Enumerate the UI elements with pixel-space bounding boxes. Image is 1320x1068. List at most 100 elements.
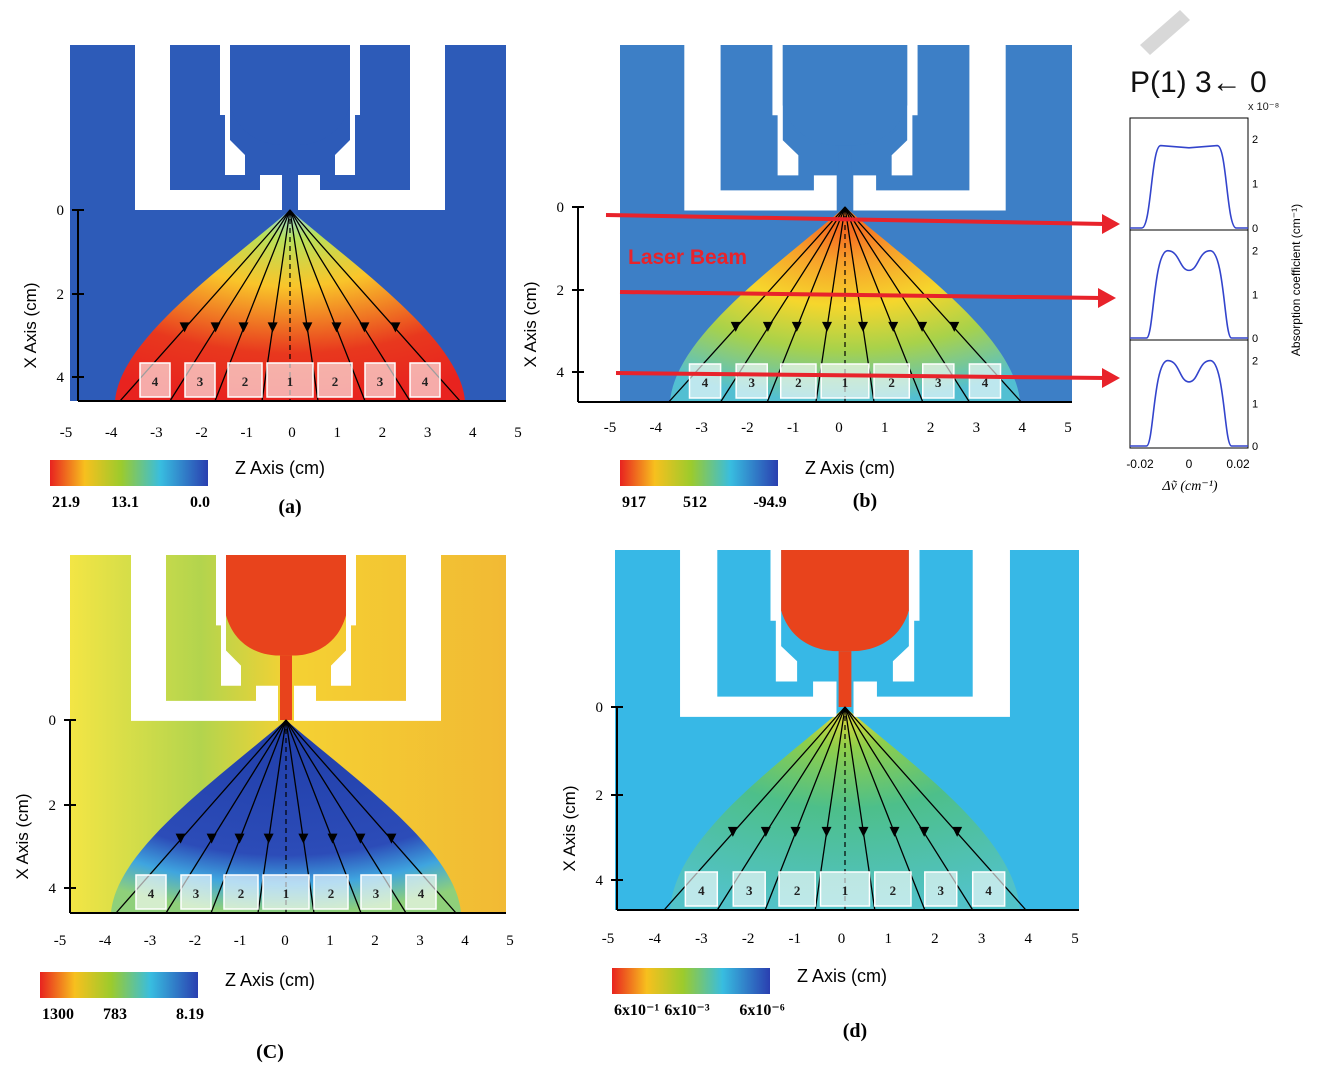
spectrum-y-tick: 1 <box>1252 289 1258 301</box>
panel-label: (d) <box>843 1020 867 1042</box>
x-tick-label: -4 <box>650 420 663 436</box>
x-axis-label: Z Axis (cm) <box>225 970 315 990</box>
cell-label: 2 <box>890 883 897 898</box>
cell-label: 1 <box>287 374 294 389</box>
x-tick-label: 3 <box>978 931 986 947</box>
cell-label: 4 <box>152 374 159 389</box>
cell-label: 3 <box>197 374 204 389</box>
cell-1: 3 <box>185 363 215 397</box>
y-axis-label: X Axis (cm) <box>560 786 579 872</box>
spectrum-y-tick: 0 <box>1252 223 1258 235</box>
y-tick-label: 2 <box>557 283 565 299</box>
cell-label: 3 <box>377 374 384 389</box>
cell-label: 1 <box>283 886 290 901</box>
panel-label: (b) <box>853 490 877 512</box>
colorbar-label: 21.9 <box>52 494 80 511</box>
x-tick-label: -3 <box>150 425 163 441</box>
corner-mark <box>1140 10 1190 55</box>
panel-label: (a) <box>278 496 301 518</box>
laser-arrowhead <box>1098 288 1116 308</box>
colorbar-label: 6x10⁻³ <box>664 1002 709 1019</box>
panel-b: 4 3 2 1 2 3 4 0 2 4 X Axis (cm) -5 -4 -3 -2 -1 0 1 2 3 4 5 Z A… <box>521 45 1120 512</box>
colorbar-label: 1300 <box>42 1006 74 1023</box>
cell-label: 2 <box>328 886 335 901</box>
nozzle-reservoir <box>781 550 909 651</box>
x-tick-label: 2 <box>371 933 379 949</box>
y-axis-label: X Axis (cm) <box>521 282 540 368</box>
spectrum-y-tick: 2 <box>1252 356 1258 368</box>
cell-label: 3 <box>193 886 200 901</box>
cell-5: 3 <box>361 875 391 909</box>
colorbar-label: 0.0 <box>190 494 210 511</box>
y-tick-label: 0 <box>57 203 65 219</box>
cell-label: 4 <box>698 883 705 898</box>
x-tick-label: -1 <box>241 425 254 441</box>
cell-3: 1 <box>267 363 313 397</box>
cell-5: 3 <box>925 872 957 906</box>
cell-4: 2 <box>314 875 348 909</box>
x-tick-label: 4 <box>469 425 477 441</box>
colorbar <box>620 460 778 486</box>
x-tick-label: -2 <box>741 420 754 436</box>
x-tick-label: -4 <box>99 933 112 949</box>
cell-label: 1 <box>842 883 849 898</box>
colorbar-label: 8.19 <box>176 1006 204 1023</box>
x-tick-label: 5 <box>1071 931 1079 947</box>
cell-6: 4 <box>973 872 1005 906</box>
y-tick-label: 4 <box>557 365 565 381</box>
x-tick-label: -4 <box>648 931 661 947</box>
cell-1: 3 <box>733 872 765 906</box>
colorbar-label: 512 <box>683 494 707 511</box>
x-tick-label: 1 <box>333 425 341 441</box>
y-tick-label: 4 <box>49 881 57 897</box>
y-tick-label: 4 <box>57 370 65 386</box>
spectrum-plot-0: 012 <box>1130 118 1258 235</box>
cell-4: 2 <box>874 364 909 398</box>
nozzle-throat <box>284 145 296 210</box>
spectrum-x-label: Δṽ (cm⁻¹) <box>1161 479 1218 494</box>
x-tick-label: -1 <box>234 933 247 949</box>
spectrum-y-tick: 0 <box>1252 441 1258 453</box>
y-tick-label: 0 <box>557 200 565 216</box>
x-tick-label: -3 <box>144 933 157 949</box>
colorbar <box>40 972 198 998</box>
y-axis-label: X Axis (cm) <box>21 283 40 369</box>
colorbar-label: 783 <box>103 1006 127 1023</box>
cell-label: 3 <box>748 375 755 390</box>
spectrum-x-tick: -0.02 <box>1126 457 1154 471</box>
cell-label: 2 <box>238 886 245 901</box>
cell-label: 4 <box>418 886 425 901</box>
cell-0: 4 <box>685 872 717 906</box>
x-tick-label: 4 <box>1025 931 1033 947</box>
panel-label: (C) <box>256 1041 284 1063</box>
colorbar-label: 13.1 <box>111 494 139 511</box>
x-tick-label: -3 <box>695 931 708 947</box>
x-tick-label: 4 <box>1018 420 1026 436</box>
x-tick-label: 5 <box>514 425 522 441</box>
cell-label: 3 <box>746 883 753 898</box>
spectrum-y-label: Absorption coefficient (cm⁻¹) <box>1289 204 1303 356</box>
spectrum-frame <box>1130 340 1248 448</box>
spectrum-frame <box>1130 230 1248 340</box>
cell-label: 3 <box>938 883 945 898</box>
spectrum-y-tick: 1 <box>1252 178 1258 190</box>
nozzle-reservoir <box>783 45 907 145</box>
spectrum-plot-1: 012 <box>1130 230 1258 345</box>
spectra-root: P(1) 3← 0x 10⁻⁸012012012-0.02 0 0.02Δṽ (cm… <box>1126 10 1303 494</box>
colorbar-label: 6x10⁻⁶ <box>739 1002 784 1019</box>
x-tick-label: 5 <box>506 933 514 949</box>
cell-2: 2 <box>781 364 816 398</box>
cell-label: 4 <box>148 886 155 901</box>
nozzle-reservoir <box>226 555 346 656</box>
cell-label: 4 <box>702 375 709 390</box>
cell-2: 2 <box>779 872 815 906</box>
x-axis-label: Z Axis (cm) <box>235 458 325 478</box>
x-tick-label: 5 <box>1064 420 1072 436</box>
y-tick-label: 0 <box>596 700 604 716</box>
x-tick-label: 2 <box>931 931 939 947</box>
x-tick-label: 2 <box>927 420 935 436</box>
nozzle-throat <box>839 651 852 707</box>
x-tick-label: 4 <box>461 933 469 949</box>
cell-label: 2 <box>795 375 802 390</box>
x-tick-label: -5 <box>54 933 67 949</box>
